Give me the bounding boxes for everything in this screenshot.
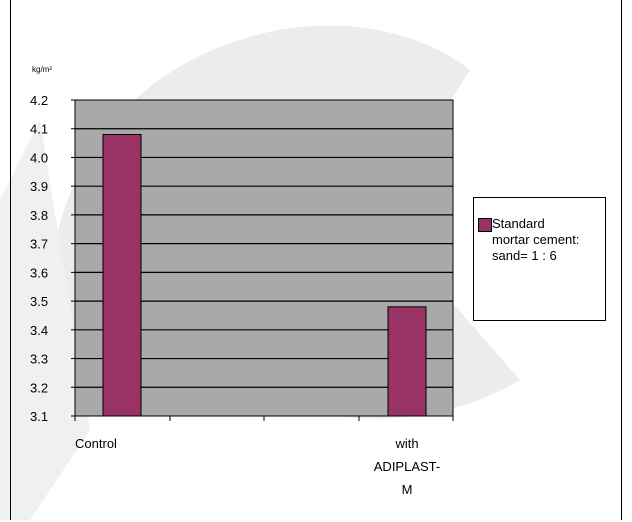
y-axis-ticks: 4.2 4.1 4.0 3.9 3.8 3.7 3.6 3.5 3.4 3.3 3.2 3.1 bbox=[30, 93, 75, 424]
y-tick-label: 3.5 bbox=[30, 294, 48, 309]
y-tick-label: 3.7 bbox=[30, 237, 48, 252]
y-tick-label: 4.0 bbox=[30, 150, 48, 165]
legend-label: Standard mortar cement: sand= 1 : 6 bbox=[492, 216, 580, 263]
x-category-label: M bbox=[402, 482, 413, 497]
legend: Standard mortar cement: sand= 1 : 6 bbox=[473, 197, 606, 321]
x-axis-labels: Control with ADIPLAST- M bbox=[75, 436, 440, 497]
y-tick-label: 3.2 bbox=[30, 380, 48, 395]
legend-swatch bbox=[478, 218, 492, 232]
y-tick-label: 3.9 bbox=[30, 179, 48, 194]
x-category-label: Control bbox=[75, 436, 117, 451]
y-tick-label: 4.1 bbox=[30, 122, 48, 137]
y-tick-label: 3.6 bbox=[30, 265, 48, 280]
y-tick-label: 3.1 bbox=[30, 409, 48, 424]
x-category-label: ADIPLAST- bbox=[374, 459, 440, 474]
bar-with-adiplast-m bbox=[387, 306, 427, 417]
x-axis-ticks bbox=[74, 416, 454, 421]
y-tick-label: 3.3 bbox=[30, 352, 48, 367]
y-axis-unit-label: kg/m² bbox=[32, 65, 52, 74]
y-tick-label: 4.2 bbox=[30, 93, 48, 108]
y-tick-label: 3.8 bbox=[30, 208, 48, 223]
chart-frame bbox=[10, 0, 622, 520]
bars bbox=[102, 133, 427, 417]
y-tick-label: 3.4 bbox=[30, 323, 48, 338]
bar-control bbox=[102, 133, 142, 417]
x-category-label: with bbox=[394, 436, 418, 451]
